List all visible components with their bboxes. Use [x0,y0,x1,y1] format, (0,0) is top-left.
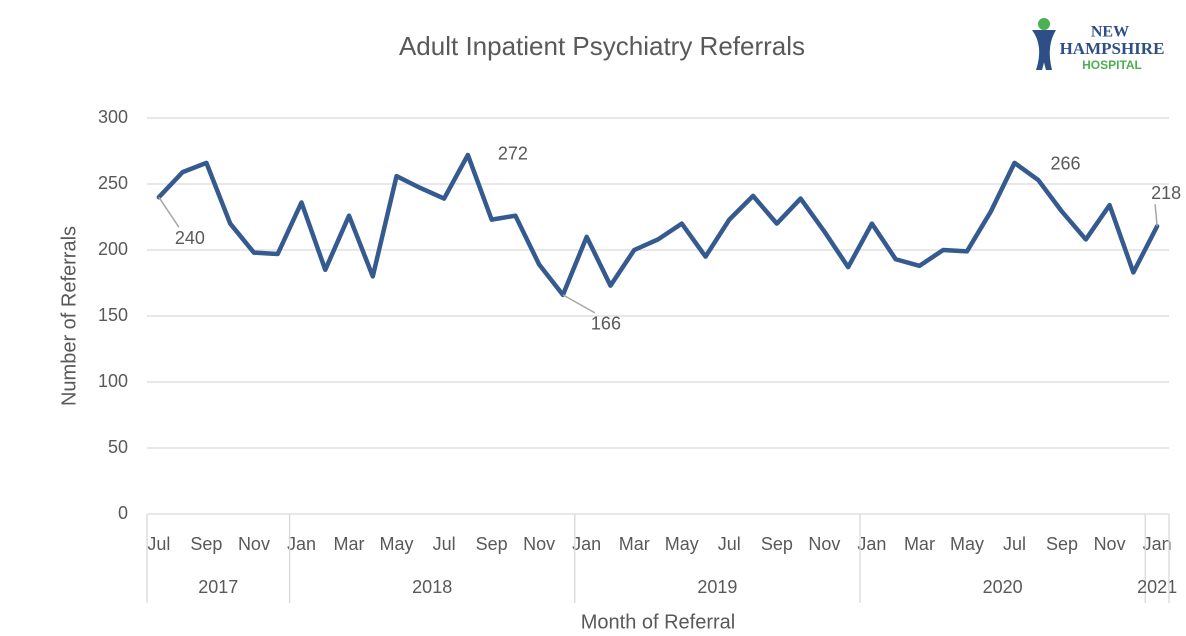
x-tick-label: Jul [1003,534,1026,554]
logo-text: HOSPITAL [1082,58,1142,72]
y-tick-label: 300 [98,107,128,127]
data-label: 218 [1151,183,1181,203]
data-label: 240 [175,228,205,248]
y-tick-label: 100 [98,371,128,391]
y-tick-label: 0 [118,503,128,523]
x-tick-label: Sep [476,534,508,554]
x-tick-label: Mar [904,534,935,554]
year-label: 2017 [198,577,238,597]
y-tick-label: 150 [98,305,128,325]
year-label: 2020 [983,577,1023,597]
series-line [156,152,1160,298]
x-tick-label: Jan [572,534,601,554]
x-tick-label: Jan [1143,534,1172,554]
x-tick-label: Sep [1046,534,1078,554]
y-tick-label: 200 [98,239,128,259]
leader-line [562,294,596,314]
x-tick-label: Nov [238,534,270,554]
x-tick-label: Jul [433,534,456,554]
x-tick-label: May [665,534,699,554]
year-label: 2021 [1137,577,1177,597]
chart-title: Adult Inpatient Psychiatry Referrals [399,31,805,61]
data-label: 166 [591,314,621,334]
year-label: 2019 [697,577,737,597]
x-tick-label: Sep [761,534,793,554]
x-tick-label: May [380,534,414,554]
data-label: 272 [498,144,528,164]
y-tick-label: 50 [108,437,128,457]
x-tick-label: Jul [718,534,741,554]
logo-dot [1038,18,1050,30]
logo: NEW HAMPSHIRE HOSPITAL [1032,18,1164,72]
x-tick-label: Sep [190,534,222,554]
y-tick-label: 250 [98,173,128,193]
x-tick-label: Jul [147,534,170,554]
x-tick-label: Mar [334,534,365,554]
x-tick-label: Nov [523,534,555,554]
x-tick-label: May [950,534,984,554]
year-label: 2018 [412,577,452,597]
x-tick-label: Mar [619,534,650,554]
x-tick-label: Jan [857,534,886,554]
logo-figure [1032,30,1056,70]
logo-text: NEW [1091,24,1129,41]
leader-line [1154,204,1158,227]
logo-text: HAMPSHIRE [1060,39,1165,58]
y-axis-title: Number of Referrals [58,226,80,406]
x-tick-label: Nov [808,534,840,554]
leader-line [158,196,180,228]
x-axis-title: Month of Referral [581,611,736,633]
x-tick-label: Nov [1094,534,1126,554]
data-label: 266 [1051,154,1081,174]
x-tick-label: Jan [287,534,316,554]
